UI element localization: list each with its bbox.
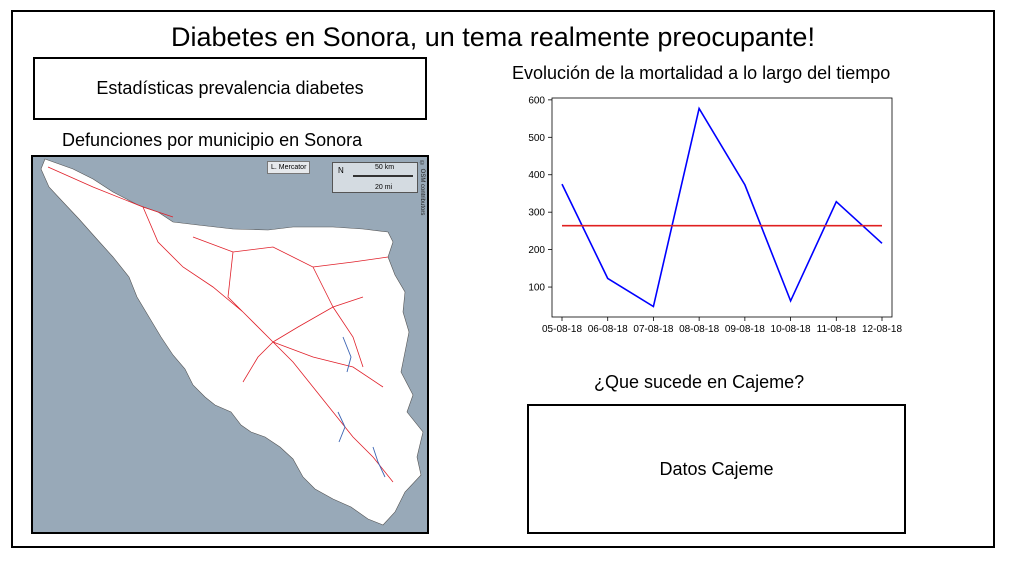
map-rivers <box>337 336 386 478</box>
y-tick-label: 500 <box>528 133 545 144</box>
stats-prevalence-button[interactable]: Estadísticas prevalencia diabetes <box>33 57 427 120</box>
x-tick-label: 05-08-18 <box>542 324 582 335</box>
y-tick-label: 100 <box>528 283 545 294</box>
scale-km-label: 50 km <box>375 164 395 171</box>
map-scale: N 50 km 20 mi <box>332 162 418 193</box>
y-tick-label: 400 <box>528 170 545 181</box>
layer-control-button[interactable]: L. Mercator <box>267 161 311 174</box>
x-tick-label: 08-08-18 <box>679 324 719 335</box>
plot-area <box>551 97 893 318</box>
dashboard-frame <box>11 10 995 548</box>
sonora-map[interactable]: L. Mercator N 50 km 20 mi © OSM contribu… <box>31 155 429 534</box>
y-tick-label: 300 <box>528 208 545 219</box>
north-arrow-icon: N <box>338 166 344 175</box>
x-tick-label: 06-08-18 <box>588 324 628 335</box>
scale-mi-label: 20 mi <box>375 184 393 191</box>
x-tick-label: 09-08-18 <box>725 324 765 335</box>
page-title: Diabetes en Sonora, un tema realmente pr… <box>171 22 815 52</box>
scale-bar <box>353 175 413 177</box>
map-land <box>40 158 424 526</box>
map-title: Defunciones por municipio en Sonora <box>62 130 363 150</box>
x-tick-label: 10-08-18 <box>771 324 811 335</box>
mortality-line-chart: 100 200 300 400 500 600 05-08-18 06-08-18 07-08-… <box>528 95 902 335</box>
cajeme-question: ¿Que sucede en Cajeme? <box>594 372 805 392</box>
cajeme-data-button[interactable]: Datos Cajeme <box>527 404 906 534</box>
map-roads <box>47 166 394 483</box>
map-canvas <box>40 158 424 526</box>
x-tick-label: 11-08-18 <box>817 324 857 335</box>
y-tick-label: 600 <box>528 95 545 106</box>
x-tick-label: 07-08-18 <box>633 324 673 335</box>
map-attribution: © OSM contributors <box>419 161 425 216</box>
y-tick-label: 200 <box>528 245 545 256</box>
chart-title: Evolución de la mortalidad a lo largo de… <box>512 63 891 83</box>
x-tick-label: 12-08-18 <box>862 324 902 335</box>
mortality-series-line <box>561 106 883 308</box>
